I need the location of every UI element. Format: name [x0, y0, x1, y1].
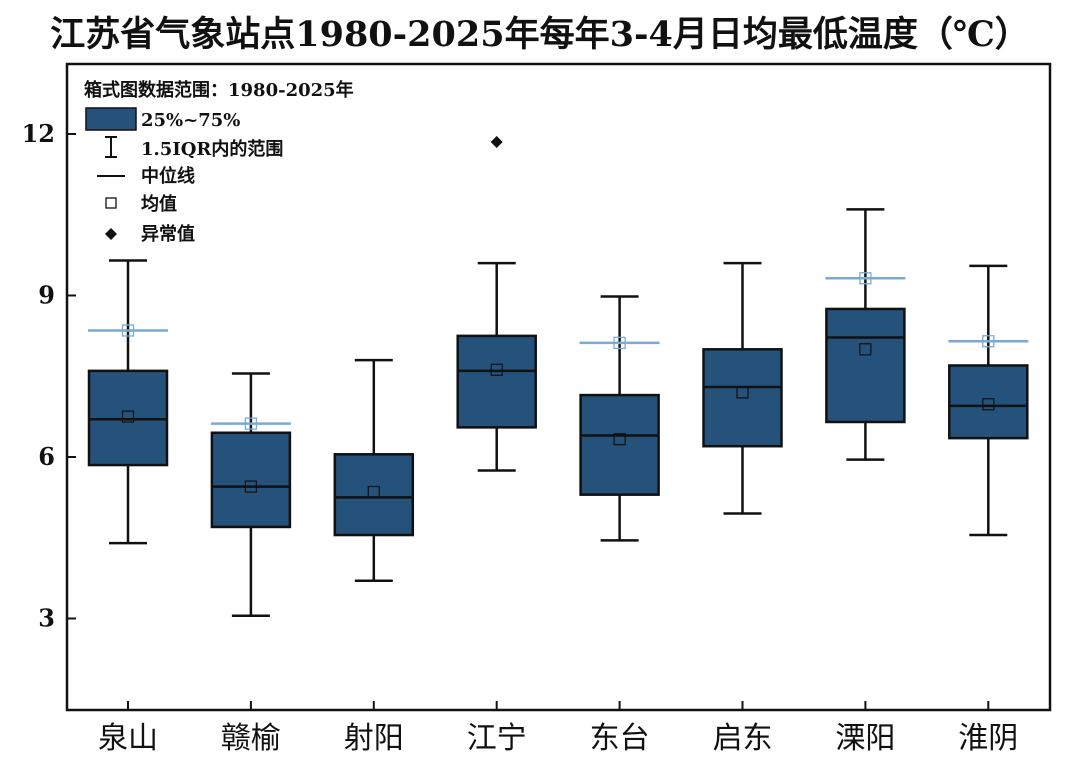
iqr-box [948, 364, 1029, 440]
mean-marker [490, 363, 503, 376]
y-tick-label: 12 [22, 119, 55, 148]
box-group [948, 264, 1029, 537]
chart-title: 江苏省气象站点1980-2025年每年3-4月日均最低温度（℃） [50, 14, 1030, 55]
x-tick-label: 江宁 [467, 721, 527, 756]
x-tick-label: 泉山 [98, 721, 158, 756]
highlight-marker [982, 335, 995, 348]
x-tick-label: 启东 [713, 721, 773, 756]
legend-mean-swatch [105, 197, 117, 209]
mean-marker [244, 480, 257, 493]
mean-marker [982, 398, 995, 411]
mean-marker [367, 485, 380, 499]
x-tick-label: 溧阳 [835, 721, 895, 756]
legend-header: 箱式图数据范围：1980-2025年 [84, 79, 354, 101]
mean-marker [121, 410, 135, 423]
iqr-box [333, 453, 415, 537]
box-group [456, 136, 537, 472]
iqr-box [210, 431, 292, 529]
box-group [333, 358, 415, 583]
legend-median-label: 中位线 [141, 165, 195, 187]
iqr-box [456, 334, 537, 429]
legend: 箱式图数据范围：1980-2025年 25%~75% 1.5IQR内的范围 中位… [84, 79, 354, 245]
x-tick-label: 东台 [590, 721, 650, 756]
plot-frame [65, 62, 1052, 712]
box-group [87, 259, 169, 545]
box-group [702, 261, 783, 515]
mean-marker [859, 343, 872, 356]
mean-marker [736, 386, 749, 399]
x-axis: 泉山 赣榆 射阳 江宁 东台 启东 溧阳 淮阴 [98, 701, 1018, 756]
iqr-box [87, 369, 169, 467]
y-axis: 3 6 9 12 [22, 119, 76, 632]
box-group [579, 295, 660, 542]
legend-box-swatch [85, 107, 137, 131]
highlight-marker [244, 417, 258, 430]
legend-outlier-swatch [105, 228, 117, 240]
y-tick-label: 9 [38, 280, 55, 309]
highlight-marker [613, 336, 626, 350]
iqr-box [825, 307, 906, 424]
y-tick-label: 6 [38, 442, 55, 471]
legend-mean-label: 均值 [141, 193, 177, 215]
x-tick-label: 射阳 [344, 721, 404, 756]
box-group [210, 372, 292, 618]
box-group [825, 208, 906, 461]
outlier-marker [490, 136, 503, 149]
highlight-marker [859, 272, 872, 285]
boxes-layer [87, 136, 1029, 618]
y-tick-label: 3 [38, 603, 55, 632]
legend-outlier-label: 异常值 [141, 223, 195, 245]
highlight-marker [121, 324, 135, 337]
legend-whisker-swatch [105, 136, 117, 158]
legend-box-label: 25%~75% [141, 110, 240, 131]
x-tick-label: 淮阴 [958, 721, 1018, 756]
x-tick-label: 赣榆 [221, 721, 281, 756]
mean-marker [613, 433, 626, 446]
legend-whisker-label: 1.5IQR内的范围 [141, 138, 283, 160]
